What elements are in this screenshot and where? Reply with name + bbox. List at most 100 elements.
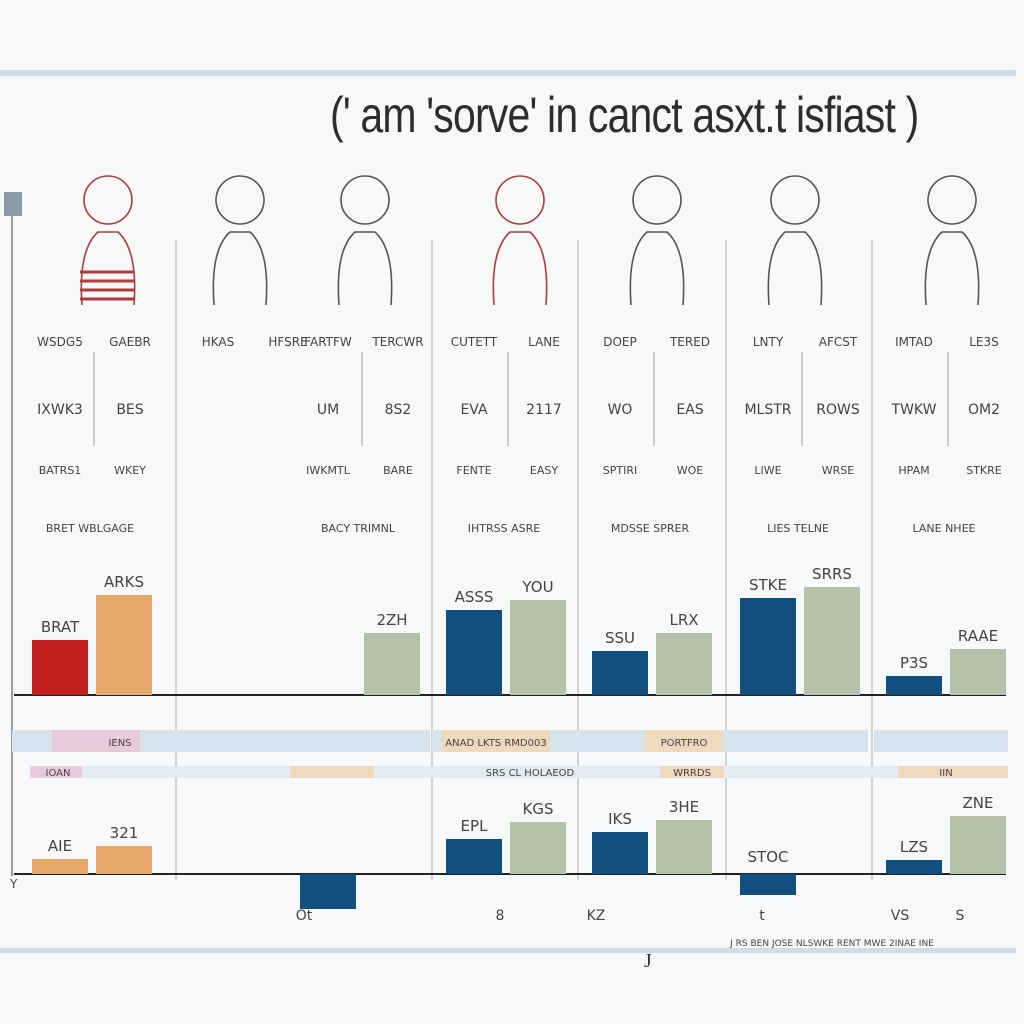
column-header: DOEP (603, 335, 637, 349)
bottom-bar (740, 874, 796, 895)
bottom-bar-label: STOC (748, 848, 789, 866)
column-header: LNTY (753, 335, 784, 349)
band-highlight (52, 730, 140, 752)
column-header: LANE (528, 335, 560, 349)
figure-head-icon (632, 175, 682, 225)
table-cell: WRSE (822, 464, 855, 477)
top-bar (446, 610, 502, 695)
figure-body-icon (629, 231, 685, 306)
axis-bottom-label: 8 (496, 908, 505, 924)
table-cell: IWKMTL (306, 464, 351, 477)
bottom-bar (96, 846, 152, 874)
table-cell: FENTE (456, 464, 491, 477)
table-cell: STKRE (966, 464, 1002, 477)
band-highlight (442, 730, 550, 752)
band-highlight (898, 766, 1008, 778)
table-cell: LANE NHEE (913, 522, 976, 535)
band-label: WRRDS (673, 768, 711, 779)
top-bar (510, 600, 566, 695)
table-cell: BES (116, 402, 143, 418)
figure-head-icon (495, 175, 545, 225)
band-label: IIN (939, 768, 952, 779)
table-cell: BACY TRIMNL (321, 522, 396, 535)
top-bar-label: ARKS (104, 573, 144, 591)
top-bar (950, 649, 1006, 695)
y-axis-end-mark: Y (9, 877, 18, 891)
table-cell: BARE (383, 464, 413, 477)
column-header: TERCWR (371, 335, 423, 349)
table-cell: 8S2 (385, 402, 412, 418)
table-cell: 2117 (526, 402, 562, 418)
bottom-bar (446, 839, 502, 874)
table-cell: UM (317, 402, 339, 418)
footer-letter: J (644, 950, 652, 972)
figure-head-icon (340, 175, 390, 225)
band-label: IOAN (46, 768, 71, 779)
top-bar-label: ASSS (455, 588, 494, 606)
figure-head-icon (770, 175, 820, 225)
top-bar-label: BRAT (41, 618, 80, 636)
bottom-bar-label: LZS (900, 838, 928, 856)
figure-body-icon (492, 231, 548, 306)
bottom-bar (950, 816, 1006, 874)
column-header: IMTAD (895, 335, 933, 349)
axis-bottom-label: KZ (587, 908, 606, 924)
bottom-bar (510, 822, 566, 874)
table-cell: TWKW (891, 402, 937, 418)
table-cell: MLSTR (744, 402, 791, 418)
table-cell: EASY (530, 464, 558, 477)
table-cell: OM2 (968, 402, 1000, 418)
bottom-bar-label: ZNE (963, 794, 994, 812)
y-axis-cap (4, 192, 22, 216)
bottom-bar-label: AIE (48, 837, 72, 855)
band-label: PORTFRO (661, 738, 708, 749)
band-highlight (290, 766, 374, 778)
column-header: FARTFW (304, 335, 352, 349)
band-highlight (645, 730, 723, 752)
top-bar-label: P3S (900, 654, 928, 672)
column-header: GAEBR (109, 335, 151, 349)
column-header: HFSRE (268, 335, 307, 349)
bottom-bar (592, 832, 648, 874)
bottom-bar (300, 874, 356, 909)
figure-head-icon (83, 175, 133, 225)
top-bar-label: SSU (605, 629, 635, 647)
table-cell: EVA (460, 402, 488, 418)
band-row (874, 730, 1008, 752)
table-cell: LIES TELNE (767, 522, 829, 535)
table-cell: IXWK3 (37, 402, 83, 418)
band-label: SRS CL HOLAEOD (486, 768, 575, 779)
top-bar (740, 598, 796, 695)
top-bar (32, 640, 88, 695)
top-bar (656, 633, 712, 695)
top-bar-label: 2ZH (376, 611, 407, 629)
bottom-bar-label: KGS (523, 800, 554, 818)
table-cell: EAS (676, 402, 703, 418)
table-cell: BRET WBLGAGE (46, 522, 134, 535)
column-header: AFCST (819, 335, 858, 349)
figure-head-icon (215, 175, 265, 225)
figure-body-icon (767, 231, 823, 306)
top-bar-label: SRRS (812, 565, 852, 583)
bottom-bar-label: 3HE (669, 798, 699, 816)
table-cell: HPAM (898, 464, 929, 477)
axis-bottom-label: VS (891, 908, 910, 924)
bottom-bar-label: EPL (461, 817, 489, 835)
top-bar (592, 651, 648, 695)
band-highlight (30, 766, 82, 778)
figure-head-icon (927, 175, 977, 225)
bottom-bar-label: IKS (608, 810, 632, 828)
bottom-bar-label: 321 (110, 824, 139, 842)
top-bar (364, 633, 420, 695)
bottom-bar (656, 820, 712, 874)
band-row (30, 766, 1006, 778)
table-cell: LIWE (754, 464, 781, 477)
axis-bottom-label: t (759, 908, 765, 924)
top-bar (886, 676, 942, 695)
chart-title: (' am 'sorve' in canct asxt.t isfiast ) (330, 87, 919, 143)
table-cell: WO (608, 402, 633, 418)
column-header: HKAS (202, 335, 235, 349)
top-bar-label: LRX (669, 611, 698, 629)
top-rule (0, 70, 1016, 76)
